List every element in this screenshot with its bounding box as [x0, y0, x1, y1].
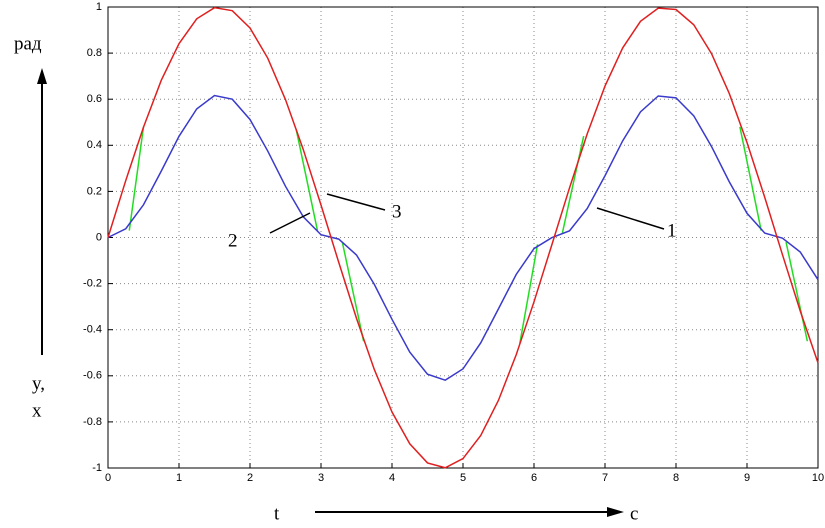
y-tick-label: -0.4 — [83, 324, 102, 336]
leader-3 — [326, 193, 386, 211]
y-tick-label: 0.2 — [87, 185, 102, 197]
y-tick-label: -0.8 — [83, 416, 102, 428]
x-tick-label: 4 — [389, 472, 395, 484]
x-arrow-head — [607, 507, 624, 517]
leader-2 — [269, 212, 311, 234]
y-arrow-head — [37, 68, 47, 84]
curve-label: 2 — [228, 230, 238, 251]
x-tick-label: 2 — [247, 472, 253, 484]
series-line — [107, 6, 819, 469]
x-unit: c — [630, 503, 638, 524]
t-label: t — [274, 503, 280, 524]
series-line — [107, 94, 819, 382]
y-tick-label: 0.8 — [87, 47, 102, 59]
x-tick-label: 10 — [812, 472, 824, 484]
y-unit: рад — [14, 33, 42, 54]
y-tick-label: -0.2 — [83, 278, 102, 290]
leader-1 — [596, 207, 665, 230]
y-name: y, — [32, 373, 45, 394]
x-name: x — [32, 400, 42, 421]
x-tick-label: 8 — [673, 472, 679, 484]
x-tick-label: 7 — [602, 472, 608, 484]
plot-area — [108, 7, 818, 468]
y-tick-label: 0.4 — [87, 139, 102, 151]
x-tick-label: 5 — [460, 472, 466, 484]
x-tick-label: 1 — [176, 472, 182, 484]
y-tick-label: 0.6 — [87, 93, 102, 105]
x-tick-label: 6 — [531, 472, 537, 484]
y-tick-label: 0 — [96, 231, 102, 243]
series-line — [128, 126, 809, 344]
x-tick-label: 3 — [318, 472, 324, 484]
plot: -1-0.8-0.6-0.4-0.200.20.40.60.810 1 2 3 4 5 6 7… — [83, 1, 824, 484]
curve-label: 1 — [667, 220, 677, 241]
curve-label: 3 — [392, 201, 402, 222]
x-tick-label: 9 — [744, 472, 750, 484]
y-tick-label: 1 — [96, 1, 102, 13]
y-tick-label: -1 — [92, 462, 102, 474]
x-tick-label: 0 — [105, 472, 111, 484]
y-tick-label: -0.6 — [83, 370, 102, 382]
